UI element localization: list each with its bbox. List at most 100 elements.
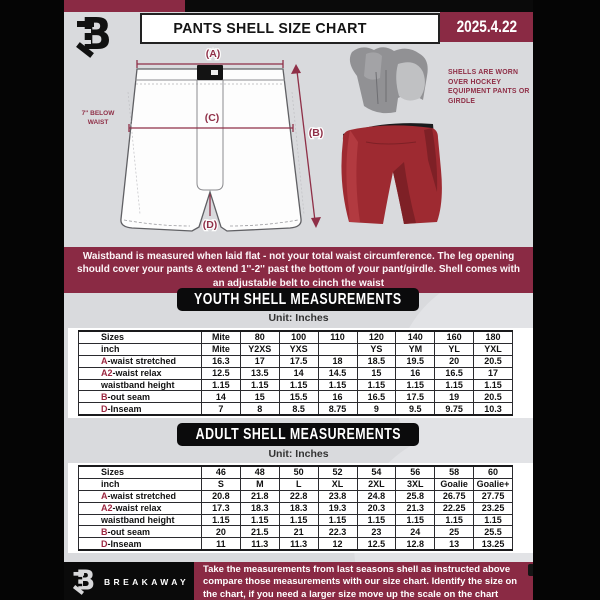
measurement-cell: 22.8 [278,489,319,503]
measurement-cell: 12 [317,537,358,551]
measurement-cell [317,342,358,356]
row-label: B-out seam [78,390,202,404]
measurement-cell: 14 [278,366,319,380]
measurement-cell: 15 [239,390,280,404]
measurement-cell: 26.75 [434,489,475,503]
measurement-cell: 11 [201,537,241,551]
measurement-cell: 12.8 [395,537,436,551]
adult-measurements-table: Sizes 46 48 50 52 54 56 58 60 inch S M L XL 2XL 3XL Goal… [78,465,513,552]
measurement-cell: 19.5 [395,354,436,368]
measurement-cell: 13.5 [239,366,280,380]
measurement-cell: 1.15 [201,378,241,392]
measurement-cell: 16 [395,366,436,380]
youth-table-card: Sizes Mite 80 100 110 120 140 160 180 inch Mite Y2X… [68,328,533,419]
measurement-cell: 13.25 [473,537,513,551]
measurement-cell: 21.5 [239,525,280,539]
measurement-cell: 1.15 [239,513,280,527]
row-label: A-waist stretched [78,354,202,368]
measurement-cell: Goalie+ [473,477,513,491]
date-text: 2025.4.22 [456,17,517,36]
measurement-cell: 3XL [395,477,436,491]
measurement-cell: S [201,477,241,491]
table-row: D-Inseam 11 11.3 11.3 12 12.5 12.8 13 13.25 [78,537,513,551]
adult-unit-label: Unit: Inches [268,448,329,460]
measurement-cell: 1.15 [473,378,513,392]
measurement-cell: 25.5 [473,525,513,539]
measurement-cell: 25.8 [395,489,436,503]
measurement-cell: 1.15 [278,378,319,392]
measurement-cell: 17.5 [395,390,436,404]
measurement-cell: 1.15 [356,378,397,392]
row-label: inch [78,477,202,491]
measurement-cell: 8.75 [317,402,358,416]
breakaway-logo-icon: B [76,13,123,61]
measurement-cell: 14.5 [317,366,358,380]
measurement-cell: 46 [201,465,241,479]
measurement-cell: 21.3 [395,501,436,515]
table-row: B-out seam 20 21.5 21 22.3 23 24 25 25.5 [78,525,513,539]
measurement-cell: 9 [356,402,397,416]
row-label: inch [78,342,202,356]
youth-measurements-table: Sizes Mite 80 100 110 120 140 160 180 inch Mite Y2X… [78,330,513,417]
measurement-cell: Mite [201,330,241,344]
table-row: waistband height 1.15 1.15 1.15 1.15 1.15 1.15… [78,378,513,392]
measurement-cell: 22.25 [434,501,475,515]
measurement-cell: Mite [201,342,241,356]
measurement-cell: 2XL [356,477,397,491]
date-badge: 2025.4.22 [440,12,533,42]
youth-section-heading: YOUTH SHELL MEASUREMENTS [177,288,419,311]
measurement-cell: 16.5 [434,366,475,380]
measurement-cell: 14 [201,390,241,404]
measurement-cell: XL [317,477,358,491]
measurement-cell: 1.15 [317,513,358,527]
measurement-cell: 18.3 [239,501,280,515]
measurement-cell: 58 [434,465,475,479]
measurement-cell: 9.75 [434,402,475,416]
measurement-cell: 20 [201,525,241,539]
measurement-cell: 8 [239,402,280,416]
table-row: inch Mite Y2XS YXS YS YM YL YXL [78,342,513,356]
measurement-cell: 21 [278,525,319,539]
measurement-cell: 20 [434,354,475,368]
diagram-label-b: (B) [309,127,324,139]
measurement-cell: 80 [239,330,280,344]
table-row: inch S M L XL 2XL 3XL Goalie Goalie+ [78,477,513,491]
row-label: A2-waist relax [78,366,202,380]
measurement-cell: 24.8 [356,489,397,503]
measurement-cell: 18 [317,354,358,368]
measurement-cell: 100 [278,330,319,344]
measurement-cell: 23.8 [317,489,358,503]
measurement-cell: 1.15 [434,378,475,392]
measurement-cell: 15.5 [278,390,319,404]
table-row: D-Inseam 7 8 8.5 8.75 9 9.5 9.75 10.3 [78,402,513,416]
row-label: A2-waist relax [78,501,202,515]
diagram-label-c: (C) [205,112,220,124]
measurement-cell: 50 [278,465,319,479]
row-label: Sizes [78,465,202,479]
shell-caption: SHELLS ARE WORN OVER HOCKEY EQUIPMENT PA… [448,69,530,105]
table-row: B-out seam 14 15 15.5 16 16.5 17.5 19 20.5 [78,390,513,404]
row-label: Sizes [78,330,202,344]
measurement-cell: 17 [239,354,280,368]
measurement-cell: 11.3 [239,537,280,551]
measurement-cell: M [239,477,280,491]
notice-text: Waistband is measured when laid flat - n… [77,250,520,289]
shell-photo-illustration [341,47,442,224]
measurement-cell: 10.3 [473,402,513,416]
measurement-cell: 11.3 [278,537,319,551]
page-title-box: PANTS SHELL SIZE CHART [140,13,440,44]
page-title: PANTS SHELL SIZE CHART [173,20,367,37]
measurement-cell: 1.15 [473,513,513,527]
measurement-cell: 20.5 [473,354,513,368]
measurement-cell: Y2XS [239,342,280,356]
measurement-cell: 17 [473,366,513,380]
measurement-cell: 54 [356,465,397,479]
row-label: waistband height [78,513,202,527]
measurement-cell: L [278,477,319,491]
footer-brand-bar: B BREAKAWAY [64,562,194,600]
page-curl-mark [528,564,533,576]
table-row: A2-waist relax 17.3 18.3 18.3 19.3 20.3 21.3 22… [78,501,513,515]
measurement-cell: 24 [395,525,436,539]
measurement-cell: 1.15 [395,513,436,527]
measurement-cell: 19.3 [317,501,358,515]
